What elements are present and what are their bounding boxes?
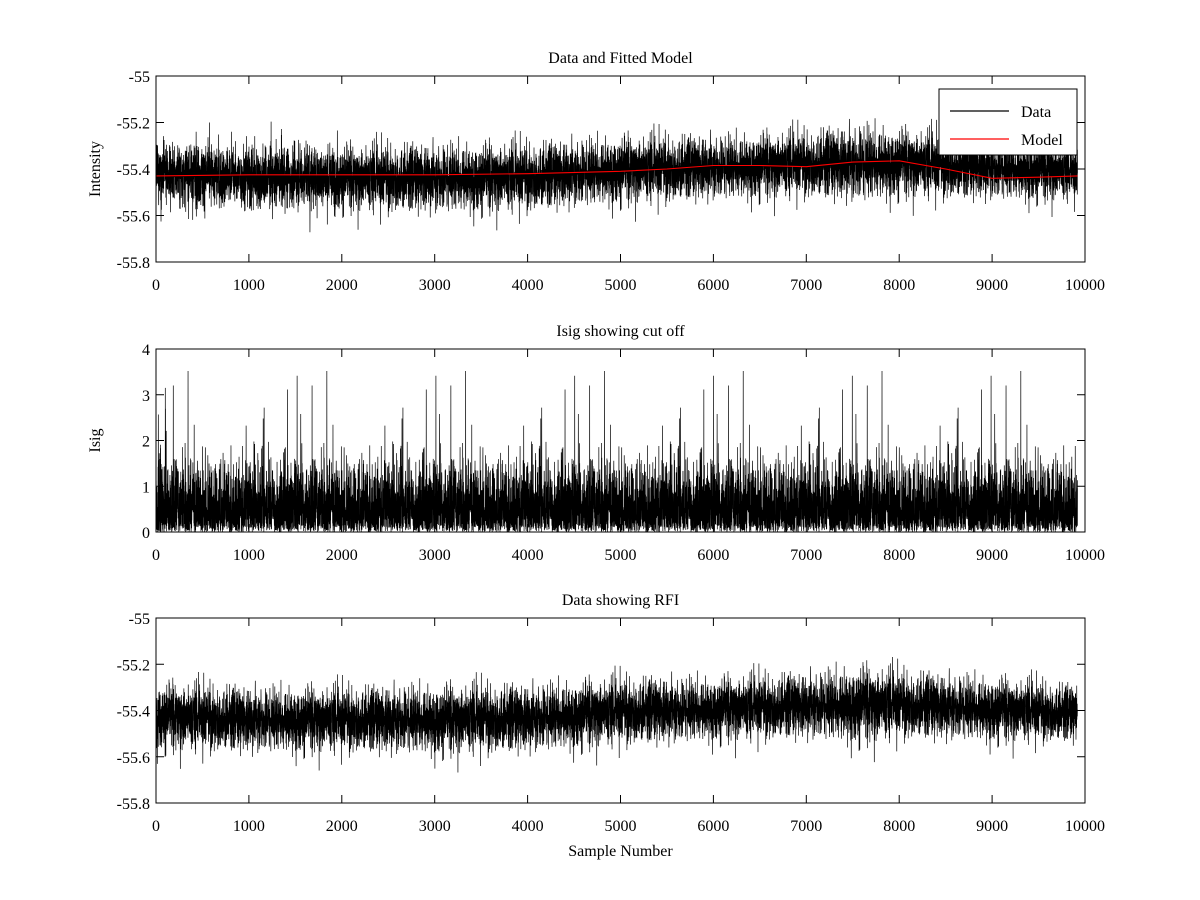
y-axis-label: Isig [87, 429, 104, 453]
x-tick-label: 5000 [605, 547, 637, 564]
x-tick-label: 2000 [326, 818, 358, 835]
x-tick-label: 8000 [883, 547, 915, 564]
x-tick-label: 0 [152, 277, 160, 294]
series-line-model [155, 160, 1078, 179]
series-line-data [155, 118, 1078, 233]
x-tick-label: 5000 [605, 818, 637, 835]
x-tick-label: 0 [152, 547, 160, 564]
y-tick-label: -55 [129, 69, 150, 86]
x-tick-label: 3000 [419, 818, 451, 835]
y-tick-label: -55.8 [117, 796, 150, 813]
x-tick-label: 4000 [512, 277, 544, 294]
x-tick-label: 7000 [790, 547, 822, 564]
y-tick-label: -55.6 [117, 209, 150, 226]
y-tick-label: -55.8 [117, 255, 150, 272]
y-axis-label: Intensity [87, 141, 104, 197]
x-tick-label: 8000 [883, 277, 915, 294]
legend-box [938, 88, 1078, 156]
x-tick-label: 7000 [790, 818, 822, 835]
y-tick-label: 2 [142, 434, 150, 451]
chart-panel-1: 0 1000 2000 3000 4000 5000 6000 7000 8000 9000 100… [87, 50, 1105, 294]
legend-label-data: Data [1021, 104, 1051, 121]
x-tick-label: 6000 [697, 818, 729, 835]
y-tick-label: 3 [142, 388, 150, 405]
y-tick-label: -55.2 [117, 657, 150, 674]
x-axis-label: Sample Number [568, 843, 673, 860]
legend-label-model: Model [1021, 132, 1063, 149]
x-tick-label: 3000 [419, 547, 451, 564]
x-tick-label: 0 [152, 818, 160, 835]
x-tick-label: 10000 [1065, 277, 1105, 294]
series-line-panel2 [155, 370, 1078, 533]
y-tick-label: -55.6 [117, 750, 150, 767]
y-tick-label: -55.4 [117, 704, 150, 721]
legend: Data Model [938, 88, 1078, 156]
x-tick-label: 3000 [419, 277, 451, 294]
x-tick-label: 1000 [233, 547, 265, 564]
chart-title: Data showing RFI [562, 592, 679, 609]
x-tick-label: 5000 [605, 277, 637, 294]
x-tick-label: 9000 [976, 547, 1008, 564]
x-tick-label: 8000 [883, 818, 915, 835]
x-tick-label: 1000 [233, 277, 265, 294]
y-tick-label: 1 [142, 479, 150, 496]
chart-panel-3: 0 1000 2000 3000 4000 5000 6000 7000 8000 9000 100… [117, 592, 1105, 860]
x-tick-label: 10000 [1065, 547, 1105, 564]
x-tick-label: 2000 [326, 277, 358, 294]
y-tick-label: -55 [129, 611, 150, 628]
chart-title: Isig showing cut off [556, 323, 685, 340]
x-tick-label: 10000 [1065, 818, 1105, 835]
x-tick-label: 7000 [790, 277, 822, 294]
x-tick-label: 9000 [976, 277, 1008, 294]
chart-title: Data and Fitted Model [548, 50, 693, 67]
x-tick-label: 4000 [512, 547, 544, 564]
x-tick-label: 9000 [976, 818, 1008, 835]
x-tick-label: 1000 [233, 818, 265, 835]
series-line-panel3 [155, 657, 1078, 773]
y-tick-label: -55.2 [117, 116, 150, 133]
y-tick-label: 0 [142, 525, 150, 542]
x-tick-label: 6000 [697, 547, 729, 564]
y-tick-label: 4 [142, 342, 150, 359]
chart-panel-2: 0 1000 2000 3000 4000 5000 6000 7000 8000 9000 100… [87, 323, 1105, 564]
y-tick-label: -55.4 [117, 162, 150, 179]
x-tick-label: 6000 [697, 277, 729, 294]
x-tick-label: 2000 [326, 547, 358, 564]
x-tick-label: 4000 [512, 818, 544, 835]
